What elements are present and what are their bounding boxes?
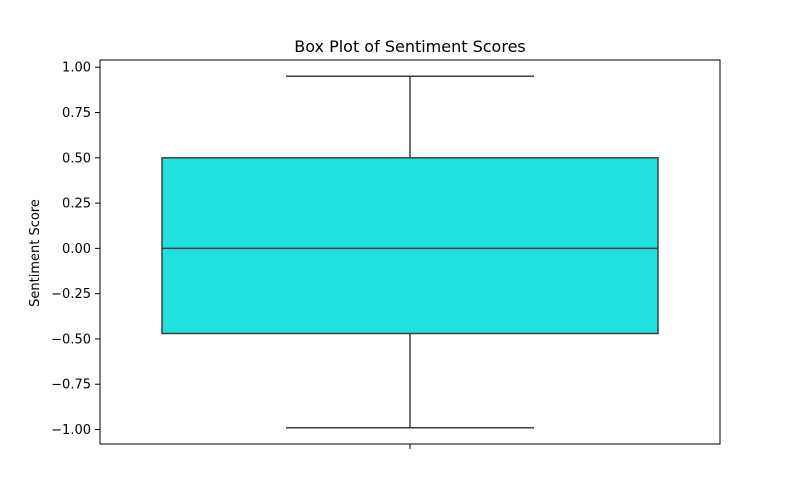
iqr-box [161, 157, 659, 335]
y-tick-label: 1.00 [62, 61, 91, 76]
y-tick-label: −0.50 [51, 332, 91, 347]
y-tick-label: −0.25 [51, 287, 91, 302]
y-axis: 1.00 0.75 0.50 0.25 0.00 −0.25 −0.50 −0.75 −1.00 [51, 61, 100, 438]
y-tick-label: 0.00 [62, 242, 91, 257]
y-tick-label: 0.75 [62, 106, 91, 121]
y-tick-label: 0.50 [62, 151, 91, 166]
chart-title: Box Plot of Sentiment Scores [294, 37, 526, 56]
plot-area [99, 59, 721, 445]
y-tick-label: −1.00 [51, 423, 91, 438]
y-axis-label: Sentiment Score [28, 199, 43, 307]
y-tick-label: 0.25 [62, 197, 91, 212]
y-tick-label: −0.75 [51, 378, 91, 393]
